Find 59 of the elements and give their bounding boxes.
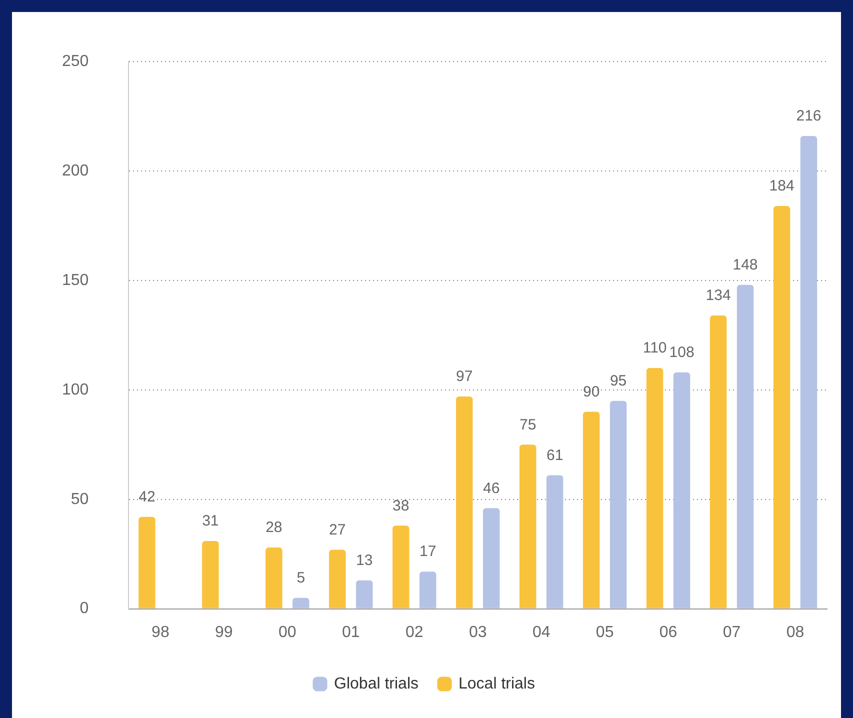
legend-label: Global trials [334, 675, 419, 692]
y-tick-label: 200 [62, 162, 89, 180]
data-label: 148 [732, 256, 758, 274]
x-tick-label: 07 [722, 624, 741, 641]
bar [673, 372, 690, 608]
data-label: 184 [769, 178, 794, 195]
bar [292, 598, 310, 608]
data-label: 17 [420, 543, 436, 560]
data-label: 42 [138, 488, 156, 506]
bar [519, 444, 536, 608]
y-tick-label: 150 [62, 272, 89, 289]
data-label: 27 [329, 521, 346, 538]
bar [456, 396, 473, 608]
x-tick-label: 08 [786, 624, 804, 641]
x-tick-label: 01 [342, 624, 360, 641]
data-label: 75 [519, 416, 536, 434]
y-tick-label: 100 [62, 381, 89, 398]
data-label: 216 [796, 108, 822, 125]
bar [646, 368, 664, 608]
bar [138, 516, 156, 608]
data-label: 134 [706, 287, 731, 304]
x-tick-label: 98 [152, 624, 170, 641]
x-tick-label: 04 [532, 624, 550, 641]
bar [329, 550, 346, 608]
bar [610, 400, 627, 608]
bar [392, 526, 410, 608]
data-label: 95 [610, 372, 627, 390]
bar [800, 136, 818, 608]
data-label: 28 [266, 519, 282, 536]
legend-label: Local trials [458, 675, 535, 692]
data-label: 5 [296, 569, 306, 586]
data-label: 108 [669, 344, 694, 362]
data-label: 46 [482, 480, 500, 497]
data-label: 110 [642, 340, 667, 357]
x-tick-label: 03 [468, 624, 487, 641]
y-tick-label: 250 [62, 53, 89, 70]
data-label: 13 [356, 552, 373, 569]
bar [482, 508, 500, 608]
bar [582, 412, 600, 608]
bar [546, 475, 564, 608]
bar [710, 316, 727, 608]
x-tick-label: 99 [215, 624, 233, 641]
data-label: 31 [202, 512, 219, 530]
bar [419, 572, 436, 608]
bar [356, 580, 373, 608]
x-tick-label: 02 [405, 624, 424, 641]
data-label: 90 [582, 383, 600, 400]
x-tick-label: 00 [278, 624, 296, 641]
x-tick-label: 06 [659, 624, 678, 641]
y-tick-label: 0 [80, 600, 89, 618]
bar [202, 540, 219, 608]
data-label: 97 [456, 368, 473, 386]
data-label: 38 [392, 497, 410, 514]
data-label: 61 [546, 446, 564, 464]
bar [773, 206, 790, 608]
bar [736, 284, 754, 608]
y-tick-label: 50 [70, 490, 89, 508]
x-tick-label: 05 [596, 624, 614, 641]
bar [266, 548, 282, 608]
